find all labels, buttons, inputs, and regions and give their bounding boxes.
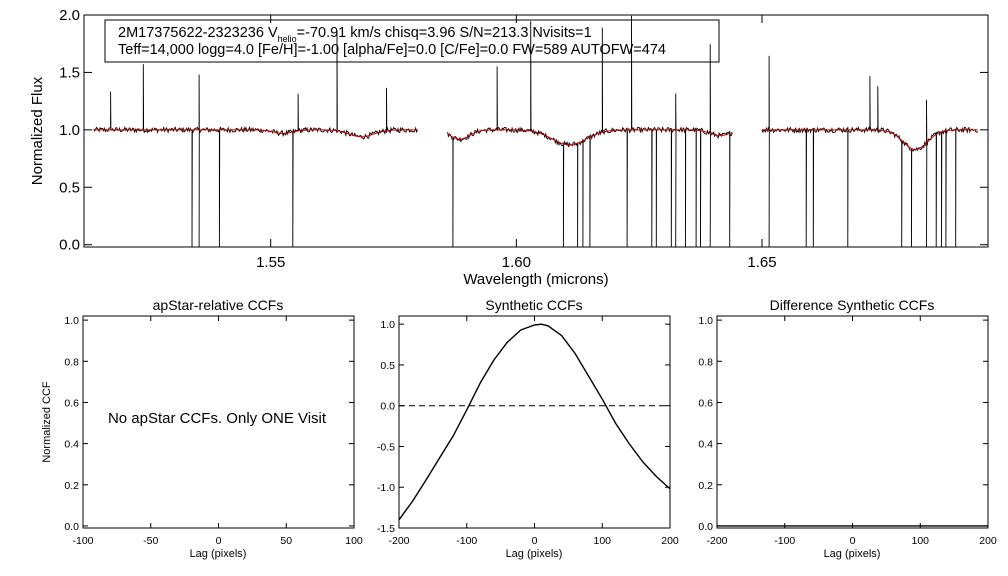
x-tick-label: -100 bbox=[774, 535, 795, 547]
x-tick-label: 0 bbox=[850, 535, 856, 547]
y-tick-label: 0.5 bbox=[59, 179, 80, 196]
x-tick-label: 100 bbox=[593, 535, 611, 547]
y-tick-label: -0.5 bbox=[377, 441, 395, 453]
y-tick-label: -1.0 bbox=[377, 482, 395, 494]
spectrum-info-box: 2M17375622-2323236 Vhelio=-70.91 km/s ch… bbox=[104, 19, 720, 63]
apstar-ccf-ylabel: Normalized CCF bbox=[41, 381, 53, 463]
x-tick-label: 100 bbox=[911, 535, 929, 547]
y-tick-label: 0.2 bbox=[698, 480, 713, 492]
y-tick-label: 0.4 bbox=[64, 439, 79, 451]
x-tick-label: 0 bbox=[216, 535, 222, 547]
apstar-ccf-xlabel: Lag (pixels) bbox=[190, 548, 247, 560]
x-tick-label: 50 bbox=[280, 535, 292, 547]
info-line-1: 2M17375622-2323236 Vhelio=-70.91 km/s ch… bbox=[118, 25, 592, 44]
x-tick-label: 0 bbox=[532, 535, 538, 547]
info-line-2: Teff=14,000 logg=4.0 [Fe/H]=-1.00 [alpha… bbox=[118, 42, 666, 58]
x-tick-label: 1.55 bbox=[256, 254, 285, 271]
y-tick-label: 1.5 bbox=[59, 64, 80, 81]
synthetic-ccf-xlabel: Lag (pixels) bbox=[506, 548, 563, 560]
info-line-1-suffix: =-70.91 km/s chisq=3.96 S/N=213.3 Nvisit… bbox=[297, 25, 592, 41]
difference-ccf-xlabel: Lag (pixels) bbox=[824, 548, 881, 560]
x-tick-label: 200 bbox=[979, 535, 997, 547]
x-tick-label: -50 bbox=[143, 535, 158, 547]
spectrum-plot bbox=[93, 15, 979, 247]
y-tick-label: 0.6 bbox=[64, 397, 79, 409]
difference-ccf-frame bbox=[716, 315, 989, 529]
y-tick-label: 0.6 bbox=[698, 397, 713, 409]
spectrum-model-line bbox=[93, 129, 418, 138]
x-tick-label: -100 bbox=[456, 535, 477, 547]
y-tick-label: 0.2 bbox=[64, 480, 79, 492]
y-tick-label: 1.0 bbox=[698, 315, 713, 327]
spectrum-xlabel: Wavelength (microns) bbox=[463, 271, 608, 288]
y-tick-label: 1.0 bbox=[64, 315, 79, 327]
y-tick-label: 0.8 bbox=[64, 356, 79, 368]
info-line-1-subscript: helio bbox=[278, 34, 297, 44]
y-tick-label: 0.0 bbox=[380, 401, 395, 413]
y-tick-label: 1.0 bbox=[380, 319, 395, 331]
spectrum-data-line bbox=[93, 31, 418, 247]
y-tick-label: 0.5 bbox=[380, 360, 395, 372]
synthetic-ccf-axes bbox=[398, 315, 671, 529]
apstar-ccf-title: apStar-relative CCFs bbox=[153, 297, 284, 313]
y-tick-label: 0.0 bbox=[64, 521, 79, 533]
info-line-1-prefix: 2M17375622-2323236 V bbox=[118, 25, 278, 41]
y-tick-label: 0.0 bbox=[698, 521, 713, 533]
difference-ccf-title: Difference Synthetic CCFs bbox=[770, 297, 935, 313]
spectrum-data-line bbox=[761, 55, 979, 247]
spectrum-model-line bbox=[762, 129, 978, 150]
synthetic-ccf-frame bbox=[398, 315, 671, 529]
spectrum-ylabel: Normalized Flux bbox=[29, 76, 46, 185]
spectrum-frame bbox=[83, 14, 989, 248]
y-tick-label: 1.0 bbox=[59, 122, 80, 139]
chart-marks: 1.55 1.60 1.65 0.0 0.5 1.0 1.5 2.0 -100 -50 0 50 100… bbox=[59, 7, 997, 547]
x-tick-label: -200 bbox=[388, 535, 409, 547]
info-box-frame bbox=[104, 19, 720, 63]
x-tick-label: 1.65 bbox=[747, 254, 776, 271]
spectrum-model-line bbox=[447, 129, 733, 146]
synthetic-ccf-title: Synthetic CCFs bbox=[485, 297, 582, 313]
x-tick-label: -100 bbox=[72, 535, 93, 547]
spectrum-axes bbox=[83, 14, 989, 248]
x-tick-label: 100 bbox=[345, 535, 363, 547]
apstar-ccf-note: No apStar CCFs. Only ONE Visit bbox=[108, 410, 327, 427]
y-tick-label: 0.4 bbox=[698, 439, 713, 451]
synthetic-ccf-line bbox=[398, 323, 671, 521]
y-tick-label: 0.0 bbox=[59, 237, 80, 254]
y-tick-label: -1.5 bbox=[377, 523, 395, 535]
x-tick-label: 1.60 bbox=[502, 254, 531, 271]
y-tick-label: 2.0 bbox=[59, 7, 80, 24]
y-tick-label: 0.8 bbox=[698, 356, 713, 368]
difference-ccf-axes bbox=[716, 315, 989, 529]
x-tick-label: 200 bbox=[661, 535, 679, 547]
x-tick-label: -200 bbox=[706, 535, 727, 547]
